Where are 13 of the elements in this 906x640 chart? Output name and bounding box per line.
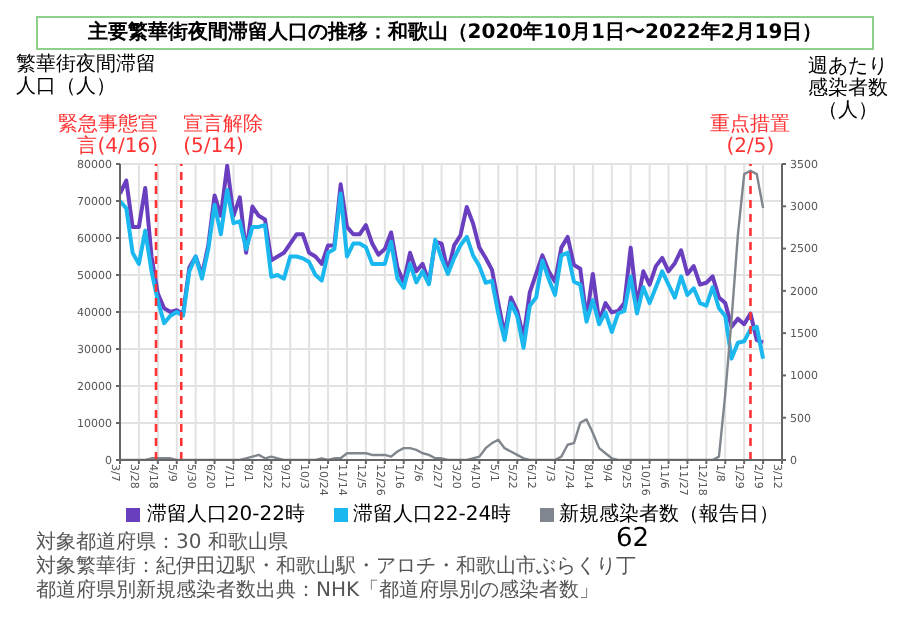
text: 62 xyxy=(616,524,650,554)
text: 都道府県別新規感染者数出典：NHK「都道府県別の感染者数」 xyxy=(36,577,600,604)
text: 対象繁華街：紀伊田辺駅・和歌山駅・アロチ・和歌山市ぶらくり丁 xyxy=(36,553,636,579)
legend-label: 新規感染者数（報告日） xyxy=(557,501,780,526)
y-axis-title: 繁華街夜間滞留人口（人） xyxy=(16,54,158,98)
text: 対象都道府県：30 和歌山県 xyxy=(36,529,288,555)
line-series xyxy=(120,164,766,345)
y2-axis-title: 週あたり感染者数（人） xyxy=(806,56,890,122)
legend-label: 滞留人口20-22時 xyxy=(144,501,305,528)
ref-line-label: 重点措置(2/5) xyxy=(708,114,791,158)
chart-title: 主要繁華街夜間滞留人口の推移：和歌山（2020年10月1日〜2022年2月19日） xyxy=(36,16,874,50)
legend-label: 滞留人口22-24時 xyxy=(351,501,512,528)
line-series xyxy=(120,187,766,361)
